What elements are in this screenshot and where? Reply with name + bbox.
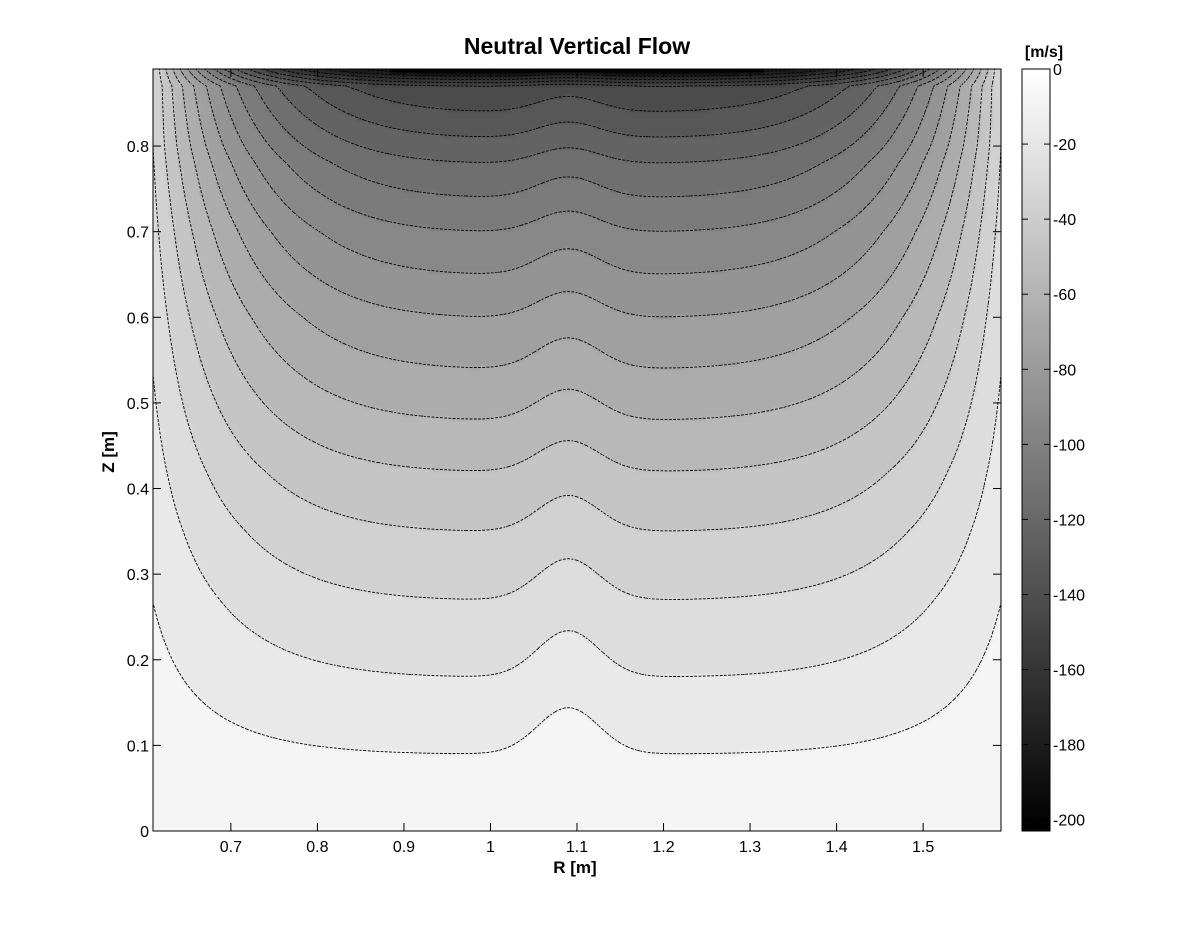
contour-line — [179, 69, 975, 369]
x-axis: 0.7 0.8 0.9 1 1.1 1.2 1.3 1.4 1.5 — [220, 69, 934, 856]
contour-line — [204, 69, 950, 232]
contour-line — [195, 69, 959, 275]
contour-line — [247, 69, 907, 112]
contour-line — [187, 69, 967, 318]
colorbar-gradient — [1022, 69, 1050, 831]
x-tick-label: 1.2 — [652, 839, 674, 856]
colorbar-tick-label: -120 — [1053, 512, 1085, 529]
x-tick-label: 1 — [486, 839, 495, 856]
x-tick-label: 1.5 — [912, 839, 934, 856]
colorbar-tick-label: -100 — [1053, 437, 1085, 454]
contour-line — [153, 373, 1001, 677]
chart-title: Neutral Vertical Flow — [464, 33, 690, 59]
colorbar-ticks: 0 -20 -40 -60 -80 -100 -120 -140 -160 -180 -200 — [1022, 62, 1085, 830]
y-tick-label: 0.1 — [127, 738, 149, 755]
colorbar-tick-label: -200 — [1053, 813, 1085, 830]
colorbar-label: [m/s] — [1025, 44, 1063, 61]
y-tick-label: 0.8 — [127, 139, 149, 156]
y-tick-label: 0.7 — [127, 225, 149, 242]
y-tick-label: 0.2 — [127, 653, 149, 670]
contour-plot — [153, 69, 1001, 831]
x-tick-label: 0.7 — [220, 839, 242, 856]
y-axis: 0 0.1 0.2 0.3 0.4 0.5 0.6 0.7 0.8 — [127, 139, 1001, 841]
colorbar: 0 -20 -40 -60 -80 -100 -120 -140 -160 -180 -200 [m… — [1021, 44, 1085, 832]
x-tick-label: 0.8 — [306, 839, 328, 856]
contour-field — [153, 69, 1001, 831]
colorbar-tick-label: -140 — [1053, 588, 1085, 605]
y-tick-label: 0 — [140, 824, 149, 841]
contour-line — [158, 69, 996, 532]
x-tick-label: 1.1 — [566, 839, 588, 856]
x-axis-label: R [m] — [553, 858, 596, 877]
colorbar-tick-label: -20 — [1053, 137, 1076, 154]
contour-line — [165, 69, 989, 472]
y-tick-label: 0.6 — [127, 310, 149, 327]
y-tick-label: 0.5 — [127, 396, 149, 413]
colorbar-tick-label: 0 — [1053, 62, 1062, 79]
x-tick-label: 1.4 — [825, 839, 847, 856]
y-tick-label: 0.3 — [127, 567, 149, 584]
colorbar-tick-label: -40 — [1053, 212, 1076, 229]
y-tick-label: 0.4 — [127, 482, 149, 499]
contour-line — [172, 69, 982, 420]
colorbar-tick-label: -160 — [1053, 663, 1085, 680]
colorbar-tick-label: -80 — [1053, 362, 1076, 379]
x-tick-label: 0.9 — [393, 839, 415, 856]
colorbar-tick-label: -180 — [1053, 738, 1085, 755]
contour-line — [234, 69, 920, 138]
colorbar-frame — [1021, 68, 1051, 832]
y-axis-label: Z [m] — [99, 431, 118, 473]
colorbar-tick-label: -60 — [1053, 287, 1076, 304]
contour-line — [213, 69, 941, 198]
contour-line — [153, 602, 1001, 755]
x-tick-label: 1.3 — [739, 839, 761, 856]
contour-line — [153, 69, 1001, 600]
